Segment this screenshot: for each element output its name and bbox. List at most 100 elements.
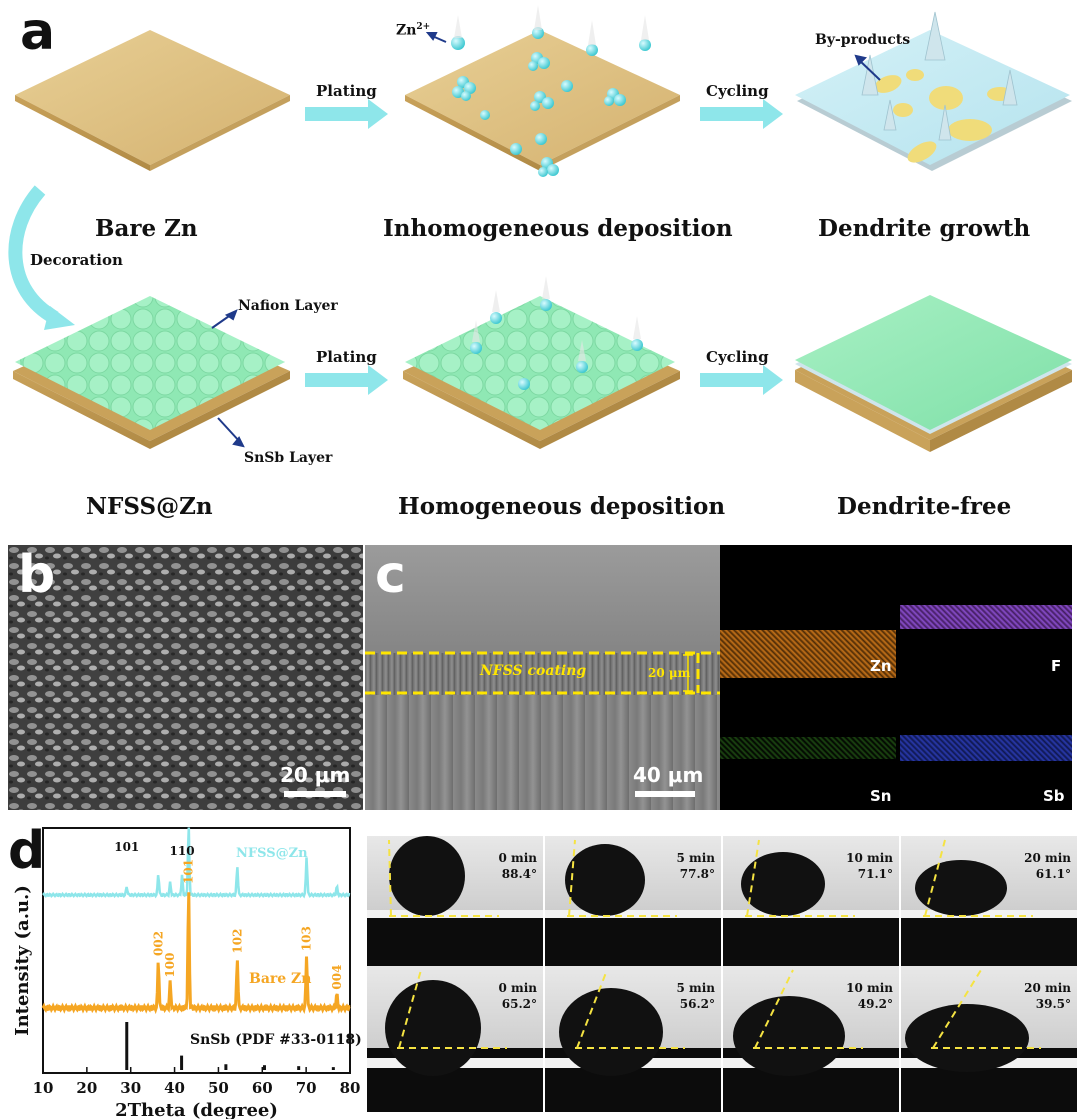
cycling-label-bottom: Cycling <box>706 348 769 366</box>
frame-time: 10 min <box>846 851 893 865</box>
nfss-peak-label: 101 <box>114 840 139 854</box>
frame-time: 5 min <box>676 981 715 995</box>
dendrite-free-plate <box>795 295 1072 452</box>
water-droplet <box>915 860 1007 916</box>
tangent-dashed <box>398 969 422 1049</box>
snsb-layer-label: SnSb Layer <box>244 450 333 466</box>
plating-label-bottom: Plating <box>316 348 377 366</box>
panel-c-scale-bar <box>635 791 695 797</box>
coating-thickness-label: 20 μm <box>648 666 691 680</box>
water-droplet <box>733 996 845 1076</box>
series-nfss-zn-line <box>42 827 351 899</box>
frame-angle: 77.8° <box>679 867 715 882</box>
y-axis-label: Intensity (a.u.) <box>12 885 33 1036</box>
water-droplet <box>905 1004 1029 1072</box>
x-axis-label: 2Theta (degree) <box>115 1100 278 1119</box>
x-tick-label-40: 40 <box>164 1079 185 1097</box>
nfss-zn-plate <box>13 296 290 449</box>
panel-c-sem-image: NFSS coating 20 μm c 40 μm <box>365 545 720 810</box>
panel-c-eds-maps: Zn F Sn Sb <box>720 545 1072 810</box>
xrd-plot-frame <box>42 827 351 1074</box>
arrow-cycling-top <box>700 99 783 129</box>
x-tick-label-30: 30 <box>120 1079 141 1097</box>
xrd-chart: 10 20 30 40 50 60 70 80 2Theta (degree) Intensity… <box>12 827 362 1119</box>
caption-dendrite-free: Dendrite-free <box>837 493 1012 520</box>
caption-bare-zn: Bare Zn <box>95 215 198 242</box>
x-tick-label-20: 20 <box>76 1079 97 1097</box>
frame-angle: 39.5° <box>1035 997 1071 1012</box>
eds-sn-map <box>720 737 896 759</box>
frame-time: 10 min <box>846 981 893 995</box>
panel-b-label: b <box>18 545 56 605</box>
tangent-dashed <box>754 969 794 1049</box>
eds-zn-label: Zn <box>870 657 892 675</box>
frame-angle: 71.1° <box>857 867 893 882</box>
tangent-dashed <box>388 839 392 917</box>
contact-angle-frame: 20 min 39.5° <box>901 966 1077 1112</box>
zn-ion-label: Zn <box>396 22 417 39</box>
eds-sn-label: Sn <box>870 787 892 805</box>
nfss-coating-label: NFSS coating <box>480 663 587 679</box>
series-label-snsb: SnSb (PDF #33-0118) <box>190 1032 362 1048</box>
caption-nfss-zn: NFSS@Zn <box>86 493 213 520</box>
decoration-arrow <box>8 185 59 325</box>
inhomogeneous-plate <box>405 5 680 177</box>
cycling-label-top: Cycling <box>706 82 769 100</box>
contact-angle-frame: 10 min 71.1° <box>723 836 899 966</box>
eds-sb-label: Sb <box>1043 787 1065 805</box>
frame-angle: 61.1° <box>1035 867 1071 882</box>
x-tick-label-50: 50 <box>208 1079 229 1097</box>
frame-time: 0 min <box>498 851 537 865</box>
caption-homogeneous: Homogeneous deposition <box>398 493 726 520</box>
bare-zn-plate <box>15 30 290 171</box>
tangent-dashed <box>932 969 982 1049</box>
substrate <box>367 916 543 966</box>
bare-zn-peak-label: 002 <box>151 931 165 956</box>
arrow-plating-top <box>305 99 388 129</box>
tangent-dashed <box>568 839 576 917</box>
eds-zn-map <box>720 630 896 678</box>
nafion-layer-label: Nafion Layer <box>238 298 338 314</box>
arrow-cycling-bottom <box>700 365 783 395</box>
tangent-dashed <box>576 969 608 1049</box>
panel-b-scale-text: 20 μm <box>280 763 351 787</box>
water-droplet <box>559 988 663 1076</box>
substrate <box>723 916 899 966</box>
contact-angle-frame: 0 min 65.2° <box>367 966 543 1112</box>
contact-angle-frame: 0 min 88.4° <box>367 836 543 966</box>
substrate <box>545 916 721 966</box>
tangent-dashed <box>924 839 946 917</box>
byproducts-label: By-products <box>815 32 911 48</box>
frame-angle: 65.2° <box>501 997 537 1012</box>
panel-e-contact-angle-row: 0 min 88.4° 5 min 77.8° 10 min 71.1° 20 min 61.… <box>367 836 1077 966</box>
series-label-nfss-zn: NFSS@Zn <box>236 846 308 861</box>
nfss-peak-label: 110 <box>169 844 194 858</box>
homogeneous-plate <box>403 276 680 449</box>
water-droplet <box>385 980 481 1076</box>
caption-inhomogeneous: Inhomogeneous deposition <box>383 215 733 242</box>
arrow-plating-bottom <box>305 365 388 395</box>
panel-c-scale-text: 40 μm <box>633 763 704 787</box>
eds-sb-map <box>900 735 1072 761</box>
panel-a-schematic <box>8 5 1072 452</box>
bare-zn-peak-label: 004 <box>330 965 344 990</box>
frame-time: 20 min <box>1024 851 1071 865</box>
frame-angle: 88.4° <box>501 867 537 882</box>
frame-time: 5 min <box>676 851 715 865</box>
bare-zn-peak-label: 103 <box>300 926 314 951</box>
contact-angle-frame: 5 min 56.2° <box>545 966 721 1112</box>
decoration-label: Decoration <box>30 251 123 269</box>
bare-zn-peak-label: 100 <box>163 953 177 978</box>
eds-f-map <box>900 605 1072 629</box>
series-label-bare-zn: Bare Zn <box>249 971 311 987</box>
caption-dendrite-growth: Dendrite growth <box>818 215 1031 242</box>
process-arrows <box>305 99 783 395</box>
x-tick-label-70: 70 <box>296 1079 317 1097</box>
contact-angle-frame: 20 min 61.1° <box>901 836 1077 966</box>
frame-angle: 49.2° <box>857 997 893 1012</box>
panel-f-contact-angle-row: 0 min 65.2° 5 min 56.2° 10 min 49.2° 20 min 39.… <box>367 966 1077 1112</box>
panel-a-label: a <box>20 2 56 62</box>
zn-ion-superscript: 2+ <box>416 22 431 32</box>
bare-zn-peak-label: 102 <box>230 929 244 954</box>
bare-zn-peak-label: 101 <box>182 859 196 884</box>
